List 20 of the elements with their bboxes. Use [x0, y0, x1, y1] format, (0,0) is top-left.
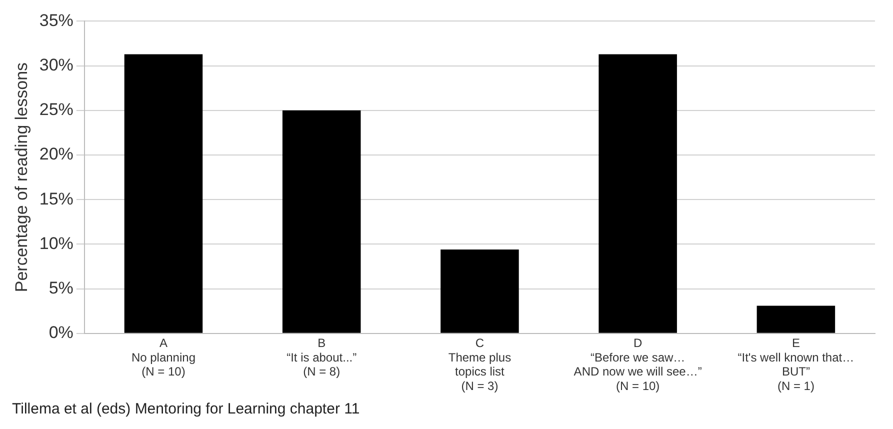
bar [282, 110, 361, 333]
y-tick-label: 0% [48, 323, 74, 342]
x-tick-label: D “Before we saw… AND now we will see…” (N = 10) [574, 336, 702, 394]
y-tick-label: 10% [39, 234, 74, 253]
x-tick-label: A No planning (N = 10) [131, 336, 196, 379]
x-tick-label: C Theme plus topics list (N = 3) [448, 336, 512, 394]
bar [598, 54, 677, 333]
y-tick-label: 20% [39, 144, 74, 164]
x-tick-label: E “It's well known that… BUT” (N = 1) [738, 336, 854, 394]
bar [756, 306, 836, 333]
y-tick-label: 25% [39, 100, 74, 120]
y-tick-label: 5% [48, 278, 74, 298]
y-tick-label: 35% [39, 10, 74, 30]
bar [440, 250, 519, 333]
y-tick-label: 30% [39, 55, 74, 74]
y-tick-label: 15% [39, 189, 74, 208]
y-axis-title: Percentage of reading lessons [12, 62, 31, 292]
bar [124, 54, 203, 333]
x-tick-label: B “It is about...” (N = 8) [286, 336, 357, 379]
text: Tillema et al (eds) Mentoring for Learning chapter 11 [12, 400, 360, 418]
